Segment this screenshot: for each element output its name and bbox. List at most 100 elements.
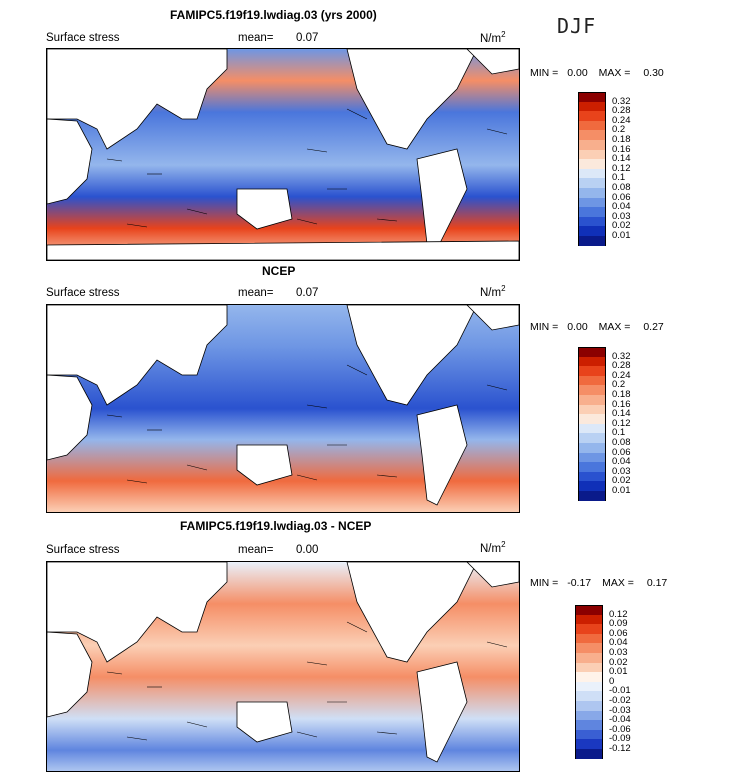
colorbar-tick-label: 0.24 [612,369,631,381]
colorbar-cell [578,462,606,472]
colorbar-tick-label: 0.01 [612,230,631,241]
panel3-units: N/m2 [480,540,506,555]
colorbar-cell [578,101,606,112]
colorbar-tick-label: 0.06 [612,191,631,203]
colorbar-tick-label: 0.14 [612,408,631,420]
colorbar-cell [578,226,606,236]
colorbar-tick-label: 0 [609,675,615,687]
colorbar-tick-label: 0.16 [612,398,631,410]
colorbar-tick-label: 0.18 [612,389,631,400]
panel2-colorbar: 0.32 0.28 0.24 0.2 0.18 0.16 0.14 0.12 0.1 0.08 0.… [578,347,631,501]
continent-greenland [466,562,519,588]
panel3-title: FAMIPC5.f19f19.lwdiag.03 - NCEP [180,519,372,533]
panel1-wind-vectors [106,108,508,228]
panel2-map-svg [47,305,519,512]
continent-australia [236,701,293,743]
colorbar-cell [578,178,606,188]
panel1-units: N/m2 [480,30,506,45]
colorbar-cell [575,614,603,625]
colorbar-tick-label: 0.2 [612,124,626,136]
colorbar-tick-label: 0.28 [612,360,631,372]
colorbar-cell [578,347,606,357]
panel2-title: NCEP [262,264,296,278]
colorbar-tick-label: 0.28 [612,105,631,117]
panel3-minmax: MIN = -0.17 MAX = 0.17 [530,577,668,589]
colorbar-cell [578,92,606,102]
colorbar-cell [575,624,603,634]
colorbar-tick-label: 0.32 [612,350,631,362]
colorbar-cell [578,442,606,453]
colorbar-cell [575,720,603,730]
continent-australia [236,444,293,486]
colorbar-cell [578,207,606,217]
colorbar-tick-label: 0.09 [609,618,628,630]
colorbar-cell [575,739,603,749]
colorbar-cell [578,139,606,150]
colorbar-cell [578,385,606,395]
colorbar-cell [578,404,606,415]
colorbar-cell [578,481,606,491]
colorbar-tick-label: 0.32 [612,95,631,107]
colorbar-tick-label: -0.04 [609,714,631,726]
continent-africa [47,374,93,461]
panel2-land [47,305,519,506]
colorbar-tick-label: 0.08 [612,437,631,448]
colorbar-cell [575,672,603,682]
colorbar-tick-label: -0.06 [609,723,631,735]
continent-south-america [416,661,468,763]
colorbar-tick-label: 0.12 [612,162,631,174]
season-label: DJF [557,14,597,38]
colorbar-cell [578,235,606,246]
colorbar-cell [578,490,606,501]
colorbar-cell [575,643,603,653]
colorbar-cell [578,111,606,121]
colorbar-tick-label: 0.1 [612,427,626,439]
colorbar-cell [578,423,606,434]
colorbar-tick-label: 0.16 [612,143,631,155]
continent-africa [47,118,93,205]
panel3-wind-vectors [106,621,508,741]
panel1-colorbar: 0.32 0.28 0.24 0.2 0.18 0.16 0.14 0.12 0.1 0.08 0.… [578,92,631,246]
panel1-title: FAMIPC5.f19f19.lwdiag.03 (yrs 2000) [170,8,377,22]
colorbar-tick-label: 0.04 [609,637,628,649]
colorbar-tick-label: 0.03 [612,465,631,477]
panel1-mean-value: 0.07 [296,32,319,44]
continent-eurasia [47,49,228,150]
panel2-mean-value: 0.07 [296,287,319,299]
panel1-map [46,48,520,261]
colorbar-tick-label: 0.14 [612,153,631,165]
panel3-variable: Surface stress [46,544,120,556]
colorbar-tick-label: 0.04 [612,456,631,468]
colorbar-cell [578,433,606,443]
panel2-mean-label: mean= [238,287,274,299]
colorbar-cell [575,710,603,721]
colorbar-cell [575,662,603,673]
colorbar-tick-label: 0.08 [612,182,631,193]
continent-antarctica [47,240,519,260]
colorbar-tick-label: 0.24 [612,114,631,126]
colorbar-cell [575,729,603,740]
colorbar-tick-label: 0.1 [612,172,626,184]
panel3-map-svg [47,562,519,771]
colorbar-cell [578,356,606,367]
colorbar-tick-label: 0.01 [609,666,628,678]
panel1-minmax: MIN = 0.00 MAX = 0.30 [530,67,664,79]
panel3-mean-value: 0.00 [296,544,319,556]
colorbar-cell [578,197,606,208]
colorbar-tick-label: 0.12 [612,417,631,429]
colorbar-cell [578,366,606,376]
colorbar-tick-label: -0.01 [609,685,631,697]
continent-south-america [416,404,468,506]
colorbar-cell [578,452,606,463]
colorbar-cell [575,652,603,663]
colorbar-cell [578,159,606,169]
continent-greenland [466,305,519,331]
continent-eurasia [47,305,228,406]
colorbar-tick-label: 0.06 [612,446,631,458]
colorbar-tick-label: 0.04 [612,201,631,213]
panel1-map-svg [47,49,519,260]
colorbar-tick-label: -0.02 [609,695,631,706]
continent-greenland [466,49,519,75]
colorbar-tick-label: 0.12 [609,608,628,620]
colorbar-tick-label: -0.12 [609,743,631,754]
